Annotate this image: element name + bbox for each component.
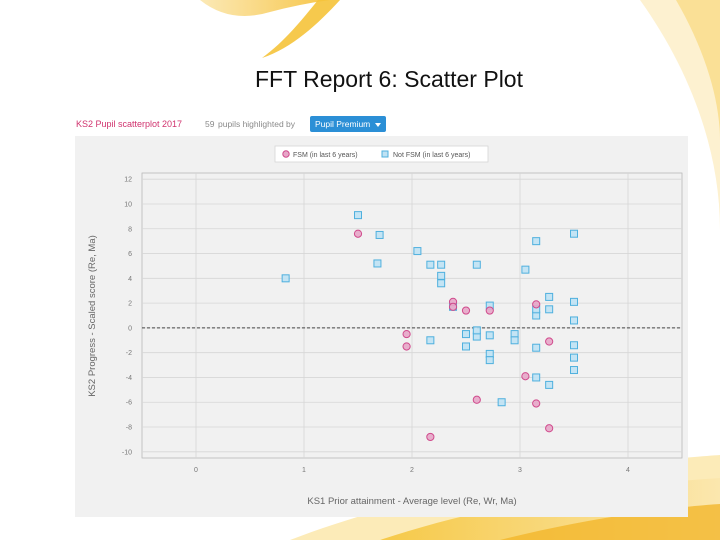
not-fsm-point xyxy=(485,356,494,365)
fsm-point xyxy=(521,372,530,381)
not-fsm-point xyxy=(570,366,578,375)
y-tick-label: 0 xyxy=(128,325,132,332)
not-fsm-point xyxy=(472,326,481,335)
not-fsm-point xyxy=(437,271,446,280)
top-swoosh-shape xyxy=(262,0,340,58)
highlighted-by-label: pupils highlighted by xyxy=(218,119,296,129)
y-tick-label: 2 xyxy=(128,301,132,308)
fsm-point xyxy=(485,306,494,315)
legend-fsm-label: FSM (in last 6 years) xyxy=(293,152,358,159)
not-fsm-point xyxy=(413,247,422,256)
not-fsm-point xyxy=(373,259,382,268)
y-tick-label: 12 xyxy=(124,177,132,184)
not-fsm-point xyxy=(570,341,578,350)
y-tick-label: 8 xyxy=(128,226,132,233)
right-swoosh-shape xyxy=(676,0,720,140)
not-fsm-point xyxy=(497,398,506,407)
fsm-point xyxy=(426,432,435,442)
fsm-point xyxy=(532,300,541,309)
not-fsm-point xyxy=(281,274,290,283)
slide-title: FFT Report 6: Scatter Plot xyxy=(254,66,523,92)
not-fsm-point xyxy=(485,331,494,340)
y-tick-label: -2 xyxy=(126,350,132,357)
y-tick-labels: 12 10 8 6 4 2 0 -2 -4 -6 -8 -10 xyxy=(122,177,132,457)
y-tick-label: 6 xyxy=(128,251,132,258)
x-tick-label: 2 xyxy=(410,467,414,474)
not-fsm-point xyxy=(570,353,578,362)
fsm-point xyxy=(545,424,554,433)
x-tick-label: 0 xyxy=(194,467,198,474)
x-axis-label: KS1 Prior attainment - Average level (Re… xyxy=(307,496,516,507)
not-fsm-point xyxy=(426,260,435,269)
y-tick-label: 10 xyxy=(124,201,132,208)
not-fsm-point xyxy=(532,373,541,382)
panel-header: KS2 Pupil scatterplot 2017 59 pupils hig… xyxy=(75,114,688,136)
fsm-point xyxy=(461,306,471,315)
not-fsm-point xyxy=(354,211,362,220)
top-swoosh-shape xyxy=(200,0,330,16)
not-fsm-point xyxy=(510,336,519,345)
right-swoosh-shape xyxy=(640,0,720,230)
x-tick-labels: 0 1 2 3 4 xyxy=(194,467,630,474)
not-fsm-point xyxy=(570,229,578,238)
legend: FSM (in last 6 years) Not FSM (in last 6… xyxy=(274,145,489,163)
y-tick-label: -8 xyxy=(126,425,132,432)
fsm-point xyxy=(545,337,554,346)
grid-lines-x xyxy=(195,173,629,458)
x-tick-label: 1 xyxy=(302,467,306,474)
fsm-points xyxy=(353,229,554,442)
dropdown-label: Pupil Premium xyxy=(315,119,371,129)
legend-notfsm-label: Not FSM (in last 6 years) xyxy=(393,152,470,159)
fsm-point xyxy=(472,395,481,404)
not-fsm-point xyxy=(545,292,554,301)
x-tick-label: 3 xyxy=(518,467,522,474)
not-fsm-point xyxy=(462,342,470,351)
fsm-point xyxy=(402,329,411,339)
fsm-point xyxy=(402,342,411,351)
not-fsm-point xyxy=(426,336,435,345)
scatter-chart: FSM (in last 6 years) Not FSM (in last 6… xyxy=(87,145,683,507)
legend-fsm-marker xyxy=(282,150,290,158)
x-tick-label: 4 xyxy=(626,467,630,474)
not-fsm-point xyxy=(532,343,541,352)
legend-notfsm-marker xyxy=(381,150,389,158)
highlight-dropdown[interactable]: Pupil Premium xyxy=(310,116,387,132)
fsm-point xyxy=(532,399,541,408)
chevron-down-icon xyxy=(375,122,382,127)
not-fsm-point xyxy=(545,380,554,389)
y-tick-label: -10 xyxy=(122,449,132,456)
not-fsm-point xyxy=(462,330,470,339)
not-fsm-point xyxy=(532,237,541,246)
not-fsm-point xyxy=(570,297,578,306)
not-fsm-point xyxy=(472,260,481,269)
not-fsm-point xyxy=(437,279,446,288)
pupil-count: 59 xyxy=(205,119,215,129)
y-tick-label: -6 xyxy=(126,400,132,407)
not-fsm-point xyxy=(375,230,384,239)
fsm-point xyxy=(448,302,458,311)
not-fsm-point xyxy=(570,316,578,325)
y-tick-label: 4 xyxy=(128,276,132,283)
panel-title: KS2 Pupil scatterplot 2017 xyxy=(76,119,183,129)
y-tick-label: -4 xyxy=(126,375,132,382)
not-fsm-point xyxy=(521,265,530,274)
fsm-point xyxy=(353,229,363,238)
y-axis-label: KS2 Progress - Scaled score (Re, Ma) xyxy=(87,235,98,397)
not-fsm-point xyxy=(437,260,446,269)
not-fsm-point xyxy=(545,305,554,314)
